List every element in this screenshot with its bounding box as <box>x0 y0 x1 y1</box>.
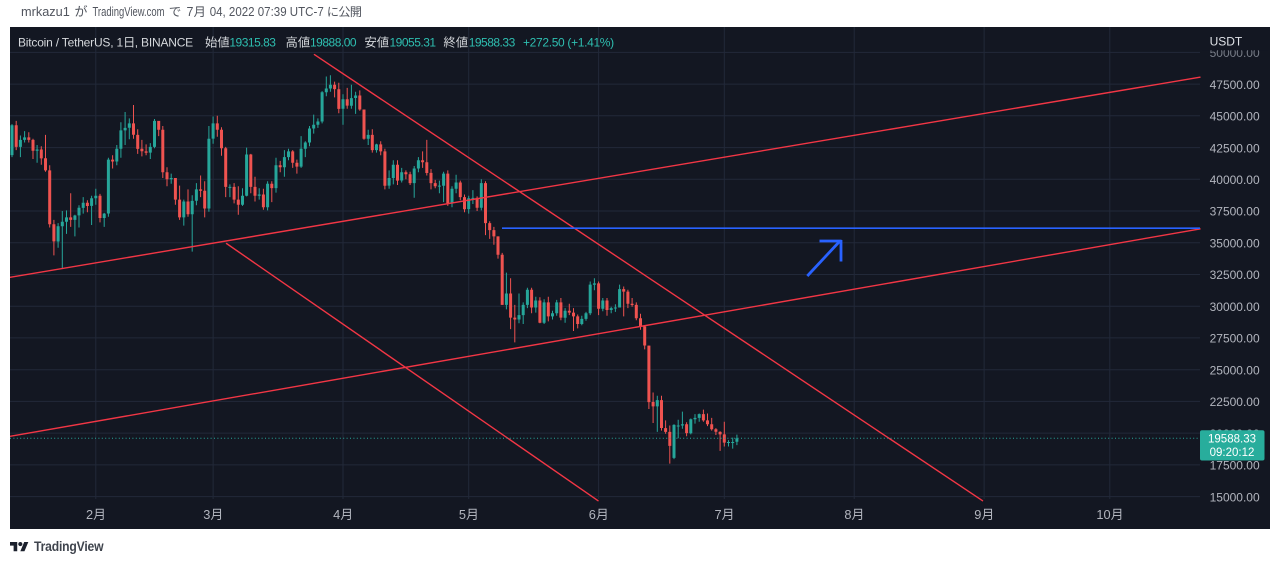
svg-text:10: 10 <box>1096 507 1110 522</box>
svg-text:19055.31: 19055.31 <box>390 36 437 50</box>
svg-text:40000.00: 40000.00 <box>1210 173 1260 187</box>
svg-text:9: 9 <box>974 507 981 522</box>
svg-text:42500.00: 42500.00 <box>1210 141 1260 155</box>
svg-text:mrkazu1: mrkazu1 <box>21 5 70 19</box>
svg-text:25000.00: 25000.00 <box>1210 363 1260 377</box>
svg-text:5: 5 <box>459 507 466 522</box>
svg-text:37500.00: 37500.00 <box>1210 205 1260 219</box>
svg-text:04, 2022 07:39 UTC-7: 04, 2022 07:39 UTC-7 <box>210 5 324 20</box>
svg-text:6: 6 <box>589 507 596 522</box>
svg-text:27500.00: 27500.00 <box>1210 332 1260 346</box>
svg-text:09:20:12: 09:20:12 <box>1210 447 1255 459</box>
svg-text:32500.00: 32500.00 <box>1210 268 1260 282</box>
svg-text:Bitcoin / TetherUS, 1: Bitcoin / TetherUS, 1 <box>18 36 123 50</box>
svg-text:35000.00: 35000.00 <box>1210 236 1260 250</box>
svg-text:19588.33: 19588.33 <box>1208 434 1256 446</box>
svg-text:USDT: USDT <box>1210 35 1243 49</box>
svg-text:47500.00: 47500.00 <box>1210 78 1260 92</box>
svg-text:22500.00: 22500.00 <box>1210 395 1260 409</box>
svg-text:7: 7 <box>714 507 721 522</box>
svg-text:8: 8 <box>844 507 851 522</box>
svg-text:30000.00: 30000.00 <box>1210 300 1260 314</box>
svg-text:2: 2 <box>86 507 93 522</box>
svg-text:, BINANCE: , BINANCE <box>135 36 193 50</box>
svg-text:45000.00: 45000.00 <box>1210 110 1260 124</box>
svg-text:19888.00: 19888.00 <box>310 36 357 50</box>
svg-text:19315.83: 19315.83 <box>229 36 276 50</box>
svg-text:19588.33: 19588.33 <box>469 36 516 50</box>
svg-text:17500.00: 17500.00 <box>1210 459 1260 473</box>
svg-text:3: 3 <box>203 507 210 522</box>
svg-text:15000.00: 15000.00 <box>1210 490 1260 504</box>
svg-text:TradingView.com: TradingView.com <box>93 6 165 20</box>
svg-text:4: 4 <box>333 507 340 522</box>
svg-text:7: 7 <box>187 5 194 19</box>
svg-text:+272.50 (+1.41%): +272.50 (+1.41%) <box>523 36 614 50</box>
